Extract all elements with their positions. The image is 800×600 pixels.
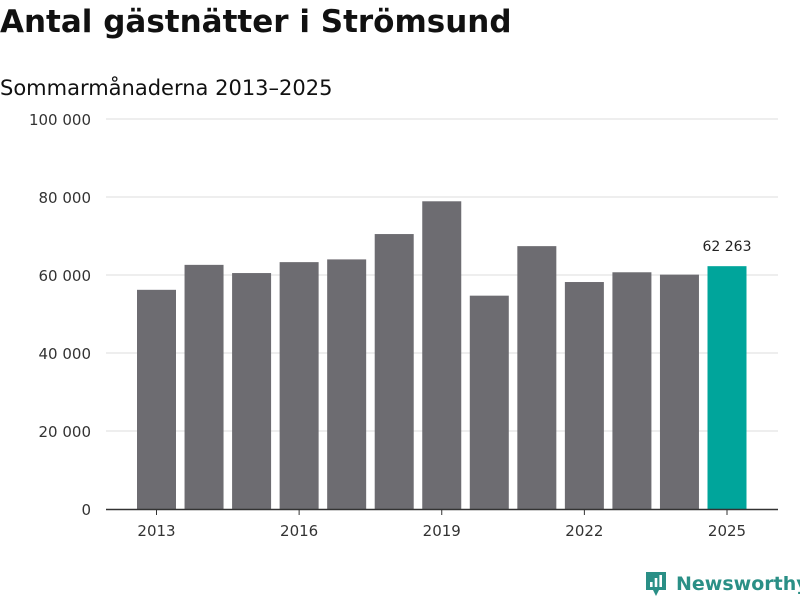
- data-label-2025: 62 263: [703, 239, 752, 255]
- x-tick-label: 2016: [280, 522, 318, 540]
- bar-2015: [232, 273, 272, 509]
- x-tick-label: 2022: [565, 522, 603, 540]
- x-axis: [106, 508, 778, 515]
- x-tick-label: 2025: [708, 522, 746, 540]
- bar-2017: [327, 259, 367, 509]
- newsworthy-logo-icon: [646, 572, 666, 596]
- y-tick-label: 60 000: [39, 267, 92, 285]
- bar-2016: [279, 262, 319, 509]
- bar-2024: [659, 274, 699, 509]
- bar-2014: [184, 264, 224, 509]
- bar-2025: [707, 266, 747, 509]
- y-tick-label: 100 000: [29, 111, 91, 129]
- x-axis-tick-labels: 2013 2016 2019 2022 2025: [137, 522, 746, 540]
- bar-2013: [137, 289, 176, 509]
- y-tick-label: 0: [81, 501, 91, 519]
- chart-subtitle: Sommarmånaderna 2013–2025: [0, 76, 333, 100]
- bar-2020: [469, 295, 509, 509]
- y-axis-tick-labels: 0 20 000 40 000 60 000 80 000 100 000: [29, 111, 91, 519]
- bar-annotations: 62 263: [703, 239, 752, 255]
- bar-2021: [517, 246, 557, 509]
- x-tick-label: 2013: [137, 522, 175, 540]
- x-tick-label: 2019: [423, 522, 461, 540]
- bar-2022: [564, 282, 604, 509]
- y-tick-label: 20 000: [39, 423, 92, 441]
- chart-title: Antal gästnätter i Strömsund: [0, 4, 512, 40]
- bar-2018: [374, 234, 414, 510]
- newsworthy-brand: Newsworthy: [644, 568, 800, 600]
- y-tick-label: 40 000: [39, 345, 92, 363]
- y-tick-label: 80 000: [39, 189, 92, 207]
- bars: [137, 201, 747, 510]
- bar-2023: [612, 272, 652, 509]
- brand-name: Newsworthy: [676, 573, 800, 595]
- bar-2019: [422, 201, 462, 510]
